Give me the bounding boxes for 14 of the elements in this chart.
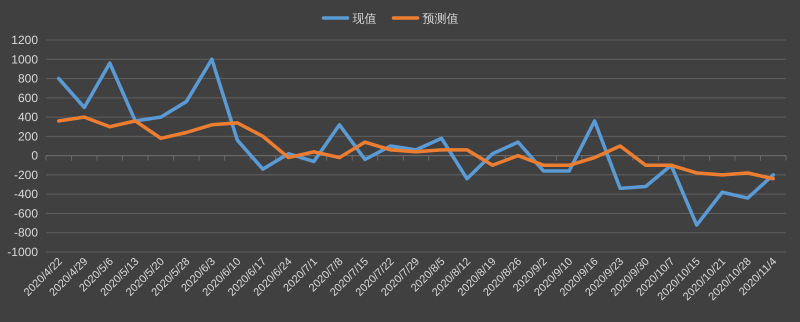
y-tick-label: 1200 [11, 33, 38, 47]
y-tick-label: 1000 [11, 52, 38, 66]
y-tick-label: 800 [18, 72, 38, 86]
y-tick-label: -200 [14, 168, 38, 182]
y-tick-label: 0 [31, 148, 38, 163]
y-tick-label: 400 [18, 110, 38, 124]
y-tick-label: 200 [18, 129, 38, 144]
y-tick-label: -400 [14, 187, 38, 202]
y-tick-label: 600 [18, 90, 38, 105]
y-tick-label: -600 [14, 206, 38, 220]
y-tick-label: -800 [14, 226, 38, 240]
legend-label: 预测值 [422, 12, 458, 26]
y-tick-label: -1000 [7, 245, 38, 259]
legend-label: 现值 [352, 12, 376, 26]
